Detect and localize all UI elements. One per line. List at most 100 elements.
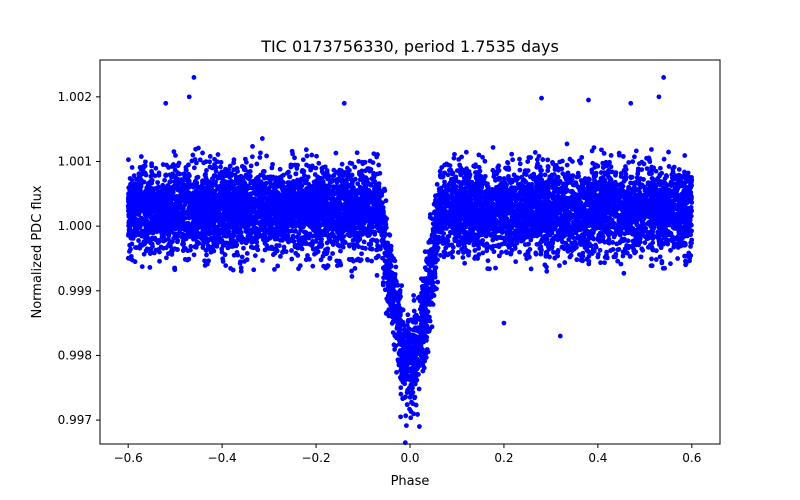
data-point <box>649 175 655 181</box>
data-point <box>359 168 365 174</box>
data-point <box>333 150 339 156</box>
data-point <box>141 251 147 257</box>
data-point <box>149 168 154 174</box>
data-point <box>509 151 515 157</box>
data-point <box>276 243 282 248</box>
data-point <box>653 257 659 262</box>
data-point <box>293 250 299 256</box>
data-point <box>475 243 481 249</box>
data-point <box>254 209 260 215</box>
data-point <box>272 266 277 272</box>
data-point <box>349 172 355 178</box>
data-point <box>136 238 141 243</box>
data-point <box>611 234 617 240</box>
data-point <box>339 161 345 167</box>
data-point <box>499 249 505 255</box>
data-point <box>534 241 540 247</box>
data-point <box>434 181 440 187</box>
data-point <box>633 148 639 154</box>
data-point <box>649 256 654 262</box>
data-point <box>545 164 551 170</box>
data-point <box>476 152 482 158</box>
data-point <box>628 180 633 186</box>
data-point <box>510 157 516 163</box>
data-point <box>149 161 154 167</box>
data-point <box>172 167 178 173</box>
data-point <box>442 179 447 185</box>
data-point <box>675 256 681 261</box>
data-point <box>620 154 626 159</box>
data-point <box>296 266 301 272</box>
data-point <box>632 154 637 160</box>
data-point <box>683 180 688 185</box>
data-point <box>218 159 224 165</box>
data-point <box>441 231 447 236</box>
data-point <box>487 266 492 272</box>
data-point <box>238 265 244 271</box>
data-point <box>292 155 297 161</box>
data-point <box>558 185 564 191</box>
data-point <box>532 150 538 155</box>
data-point <box>635 166 641 172</box>
data-point <box>441 254 447 260</box>
data-point <box>455 250 461 255</box>
data-point <box>232 172 238 178</box>
data-point <box>547 174 553 180</box>
data-point <box>238 268 244 274</box>
data-point <box>472 196 477 202</box>
data-point <box>485 258 491 264</box>
data-point <box>126 218 132 224</box>
data-point <box>560 171 566 177</box>
data-point <box>459 154 464 160</box>
data-point <box>545 157 551 163</box>
data-point <box>664 173 670 179</box>
data-point <box>517 156 522 162</box>
data-point <box>313 165 319 171</box>
data-point <box>435 279 441 285</box>
chart-title: TIC 0173756330, period 1.7535 days <box>260 37 559 56</box>
data-point <box>378 246 383 252</box>
data-point <box>606 236 612 242</box>
data-point <box>242 156 248 162</box>
data-point <box>314 153 319 159</box>
data-point <box>490 145 496 150</box>
data-point <box>642 240 648 246</box>
data-point <box>287 174 293 180</box>
data-point <box>610 240 616 245</box>
data-point <box>552 255 558 261</box>
data-point <box>484 248 490 254</box>
data-point <box>215 152 221 157</box>
data-point <box>330 251 335 256</box>
data-point <box>463 175 469 180</box>
data-point <box>371 151 377 157</box>
data-point <box>476 164 482 170</box>
data-point <box>451 155 457 161</box>
data-point <box>183 168 189 173</box>
data-point <box>555 250 560 256</box>
data-point <box>361 239 367 245</box>
data-point <box>601 151 607 156</box>
data-point <box>495 165 501 170</box>
data-point <box>355 181 361 187</box>
data-point <box>522 178 528 184</box>
data-point <box>258 179 264 185</box>
data-point <box>340 244 346 250</box>
data-point <box>542 172 548 178</box>
data-point <box>626 160 632 165</box>
data-point <box>398 385 404 391</box>
data-point <box>370 237 376 243</box>
data-point <box>328 178 334 184</box>
data-point <box>191 165 197 171</box>
data-point <box>368 182 374 188</box>
data-point <box>403 423 409 428</box>
data-point <box>623 164 628 169</box>
data-point <box>466 252 471 258</box>
data-point <box>236 181 242 186</box>
data-point <box>580 250 586 256</box>
data-point <box>564 141 570 147</box>
data-point <box>471 163 477 169</box>
data-point <box>257 155 263 160</box>
data-point <box>310 263 316 269</box>
data-point <box>359 251 364 257</box>
